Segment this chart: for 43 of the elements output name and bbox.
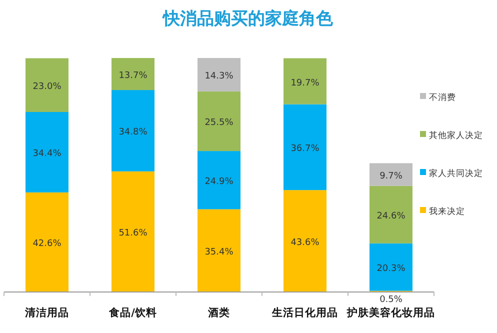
data-label: 0.5% bbox=[380, 295, 403, 305]
data-label: 25.5% bbox=[204, 118, 234, 128]
data-label: 20.3% bbox=[376, 264, 406, 274]
legend-label: 我来决定 bbox=[429, 206, 465, 217]
data-label: 36.7% bbox=[290, 144, 320, 154]
x-tick-label: 酒类 bbox=[207, 306, 230, 319]
data-label: 35.4% bbox=[204, 248, 234, 258]
x-tick-label: 生活日化用品 bbox=[271, 306, 338, 319]
bar bbox=[370, 243, 412, 291]
data-label: 34.8% bbox=[118, 128, 148, 138]
bar bbox=[284, 58, 326, 104]
bar bbox=[198, 91, 240, 152]
x-tick-label: 食品/饮料 bbox=[108, 306, 157, 319]
legend-label: 家人共同决定 bbox=[429, 168, 483, 179]
bar bbox=[370, 186, 412, 244]
data-label: 13.7% bbox=[118, 71, 148, 82]
bar bbox=[26, 58, 68, 112]
bar bbox=[112, 58, 154, 90]
chart-title: 快消品购买的家庭角色 bbox=[162, 9, 334, 29]
bar bbox=[112, 171, 154, 292]
data-label: 24.6% bbox=[376, 212, 406, 222]
bar bbox=[26, 112, 68, 192]
data-label: 14.3% bbox=[204, 72, 234, 82]
bar bbox=[284, 104, 326, 190]
x-tick-label: 清洁用品 bbox=[24, 306, 69, 319]
data-label: 42.6% bbox=[32, 239, 62, 250]
bar bbox=[198, 151, 240, 210]
bar bbox=[112, 90, 154, 172]
bar bbox=[284, 190, 326, 292]
bar bbox=[198, 209, 240, 292]
data-label: 34.4% bbox=[32, 149, 62, 160]
data-label: 43.6% bbox=[290, 238, 320, 248]
bar bbox=[26, 192, 68, 292]
legend-label: 不消费 bbox=[429, 92, 456, 103]
x-tick-label: 护肤美容化妆用品 bbox=[346, 306, 435, 319]
data-label: 19.7% bbox=[290, 78, 320, 88]
data-label: 24.9% bbox=[204, 177, 234, 188]
data-label: 23.0% bbox=[32, 82, 62, 92]
bar bbox=[198, 58, 240, 92]
data-label: 9.7% bbox=[380, 172, 403, 182]
bar bbox=[370, 163, 412, 186]
legend-label: 其他家人决定 bbox=[429, 130, 483, 141]
data-label: 51.6% bbox=[118, 228, 148, 239]
